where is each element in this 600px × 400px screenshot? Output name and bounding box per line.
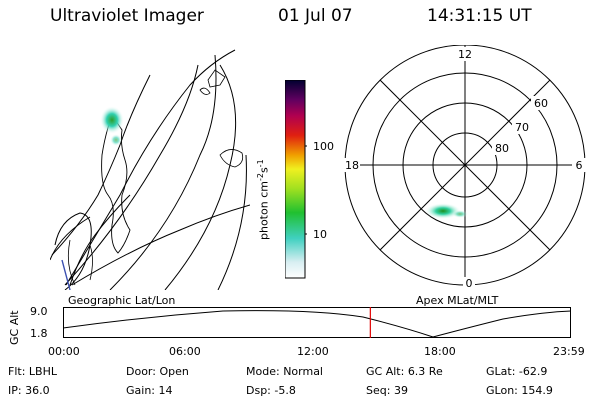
polar-plot: 12 18 6 0 60 70 80	[342, 45, 586, 290]
altitude-xtick-1200: 12:00	[297, 345, 329, 358]
altitude-ylabel: GC Alt	[8, 310, 21, 345]
status-gain: Gain: 14	[126, 384, 173, 397]
altitude-xtick-0000: 00:00	[48, 345, 80, 358]
island-outline	[207, 69, 226, 88]
status-filter: Flt: LBHL	[8, 365, 57, 378]
status-mode: Mode: Normal	[246, 365, 323, 378]
geographic-map	[50, 49, 250, 290]
lat-line	[217, 154, 247, 290]
altitude-plot	[63, 307, 572, 338]
status-dsp: Dsp: -5.8	[246, 384, 296, 397]
lat-label-70: 70	[515, 121, 529, 134]
image-time: 14:31:15 UT	[427, 6, 532, 26]
continent-outline	[101, 113, 131, 254]
lat-line	[164, 64, 237, 290]
mlt-label-0: 0	[466, 277, 473, 290]
mlt-label-6: 6	[576, 159, 583, 172]
island-outline	[219, 149, 244, 168]
altitude-xtick-1800: 18:00	[424, 345, 456, 358]
altitude-xtick-2359: 23:59	[553, 345, 585, 358]
instrument-title: Ultraviolet Imager	[50, 6, 204, 26]
status-glon: GLon: 154.9	[486, 384, 553, 397]
status-ip: IP: 36.0	[8, 384, 50, 397]
status-door: Door: Open	[126, 365, 189, 378]
apex-caption: Apex MLat/MLT	[416, 294, 499, 307]
aurora-emission	[110, 134, 122, 146]
island-outline	[199, 87, 211, 95]
altitude-curve	[63, 310, 572, 338]
continent-outline	[67, 239, 76, 286]
lat-line	[54, 212, 92, 290]
lon-line	[50, 216, 91, 261]
lat-line	[64, 64, 199, 286]
mlt-label-18: 18	[345, 159, 359, 172]
lat-line	[109, 54, 217, 290]
lat-label-80: 80	[495, 142, 509, 155]
colorbar-label: photon cm-2s-1	[256, 159, 271, 240]
aurora-emission	[425, 203, 461, 219]
status-seq: Seq: 39	[366, 384, 408, 397]
colorbar-tick-100: 100	[313, 140, 334, 153]
mlt-label-12: 12	[458, 48, 472, 61]
lon-line	[71, 204, 250, 286]
terminator-line	[61, 259, 71, 290]
altitude-xtick-0600: 06:00	[169, 345, 201, 358]
geographic-caption: Geographic Lat/Lon	[68, 294, 176, 307]
colorbar-tick-10: 10	[313, 228, 327, 241]
status-gc-alt: GC Alt: 6.3 Re	[366, 365, 443, 378]
status-glat: GLat: -62.9	[486, 365, 548, 378]
image-date: 01 Jul 07	[278, 6, 353, 26]
aurora-emission	[452, 210, 468, 218]
aurora-emission	[100, 106, 124, 134]
lon-line	[69, 194, 131, 286]
altitude-ytick-max: 9.0	[30, 305, 48, 318]
intensity-colorbar	[285, 80, 307, 279]
lat-label-60: 60	[534, 97, 548, 110]
meridian-diagonal	[379, 79, 551, 251]
continent-outline	[89, 244, 93, 281]
altitude-ytick-min: 1.8	[30, 327, 48, 340]
